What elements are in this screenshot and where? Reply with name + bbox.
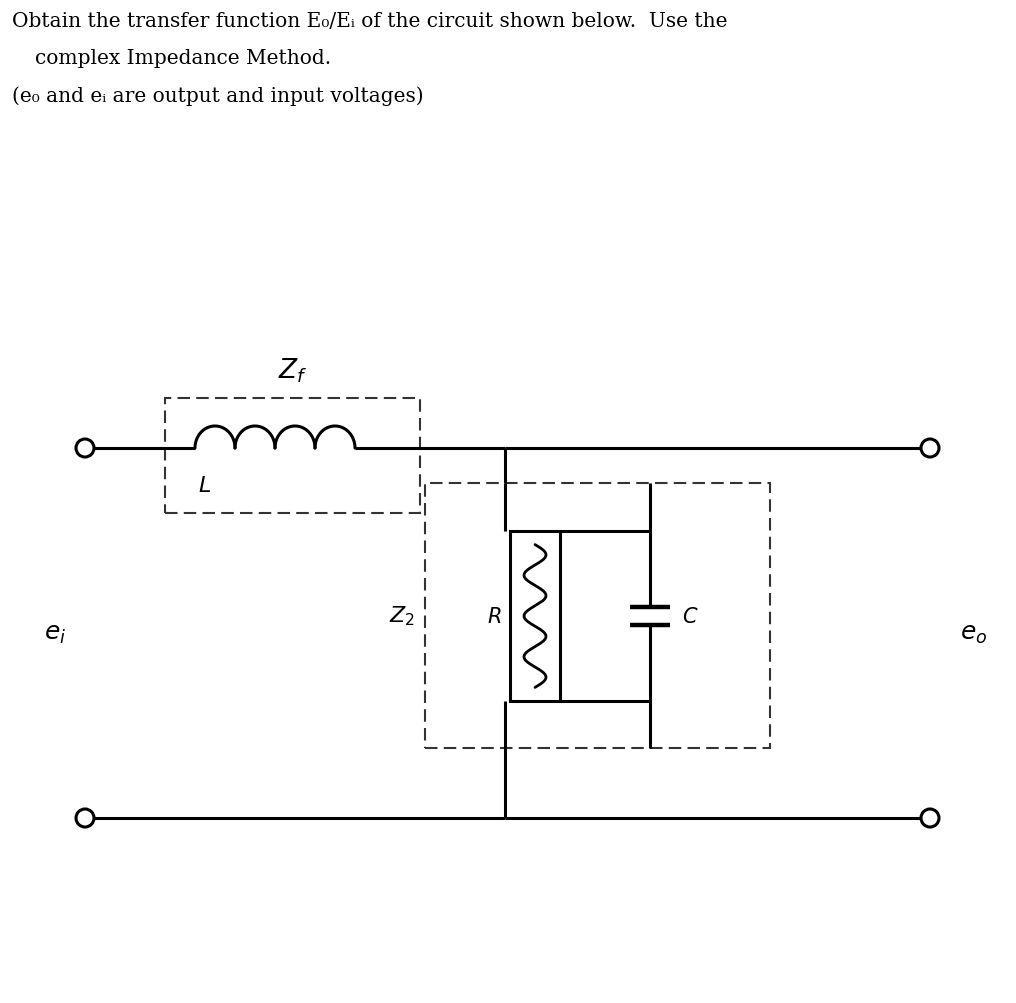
Text: $e_o$: $e_o$ bbox=[960, 622, 988, 645]
Bar bbox=[425, 483, 770, 748]
Bar bbox=[510, 532, 560, 701]
Text: (e₀ and eᵢ are output and input voltages): (e₀ and eᵢ are output and input voltages… bbox=[12, 86, 424, 105]
Text: $Z_f$: $Z_f$ bbox=[277, 356, 307, 385]
Text: $R$: $R$ bbox=[488, 607, 502, 627]
Text: $L$: $L$ bbox=[198, 474, 211, 496]
Text: complex Impedance Method.: complex Impedance Method. bbox=[35, 49, 331, 68]
Bar bbox=[165, 398, 420, 514]
Text: $e_i$: $e_i$ bbox=[44, 622, 66, 645]
Text: $Z_2$: $Z_2$ bbox=[389, 604, 415, 628]
Text: $C$: $C$ bbox=[682, 607, 698, 627]
Text: Obtain the transfer function E₀/Eᵢ of the circuit shown below.  Use the: Obtain the transfer function E₀/Eᵢ of th… bbox=[12, 12, 727, 31]
